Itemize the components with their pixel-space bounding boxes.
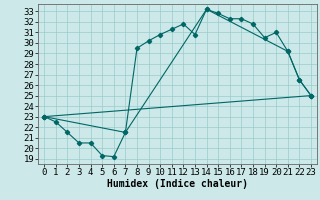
X-axis label: Humidex (Indice chaleur): Humidex (Indice chaleur) bbox=[107, 179, 248, 189]
